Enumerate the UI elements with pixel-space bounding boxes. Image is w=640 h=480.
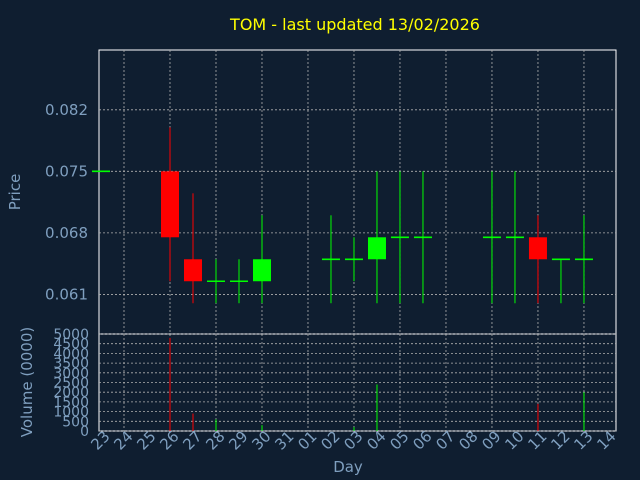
volume-tick-label: 3500 [53, 356, 89, 372]
volume-tick-label: 500 [62, 414, 89, 430]
price-axis-label: Price [6, 174, 24, 211]
volume-tick-label: 4500 [53, 337, 89, 353]
volume-tick-label: 0 [80, 424, 89, 440]
candle-body [252, 259, 271, 282]
volume-tick-label: 5000 [53, 327, 89, 343]
price-tick-label: 0.075 [45, 162, 88, 180]
price-tick-label: 0.068 [45, 224, 88, 242]
price-candles [92, 127, 593, 304]
volume-axis-label: Volume (0000) [18, 327, 36, 437]
x-axis-label: Day [333, 458, 363, 476]
candle-body [160, 171, 179, 238]
price-panel: 0.082 0.075 0.068 0.061 [45, 49, 617, 335]
candle-body [183, 259, 202, 282]
volume-tick-label: 3000 [53, 366, 89, 382]
volume-tick-label: 1500 [53, 395, 89, 411]
price-tick-label: 0.082 [45, 101, 88, 119]
volume-bars [169, 337, 585, 431]
candle-body [528, 237, 547, 260]
volume-tick-label: 2500 [53, 376, 89, 392]
volume-tick-label: 2000 [53, 385, 89, 401]
chart-title: TOM - last updated 13/02/2026 [229, 15, 480, 34]
price-tick-label: 0.061 [45, 285, 88, 303]
candle-body [367, 237, 386, 260]
volume-tick-label: 4000 [53, 346, 89, 362]
volume-tick-label: 1000 [53, 405, 89, 421]
price-tick-labels: 0.082 0.075 0.068 0.061 [45, 101, 88, 304]
x-tick-labels: 2324252627282930310102030405060708091011… [87, 427, 619, 453]
